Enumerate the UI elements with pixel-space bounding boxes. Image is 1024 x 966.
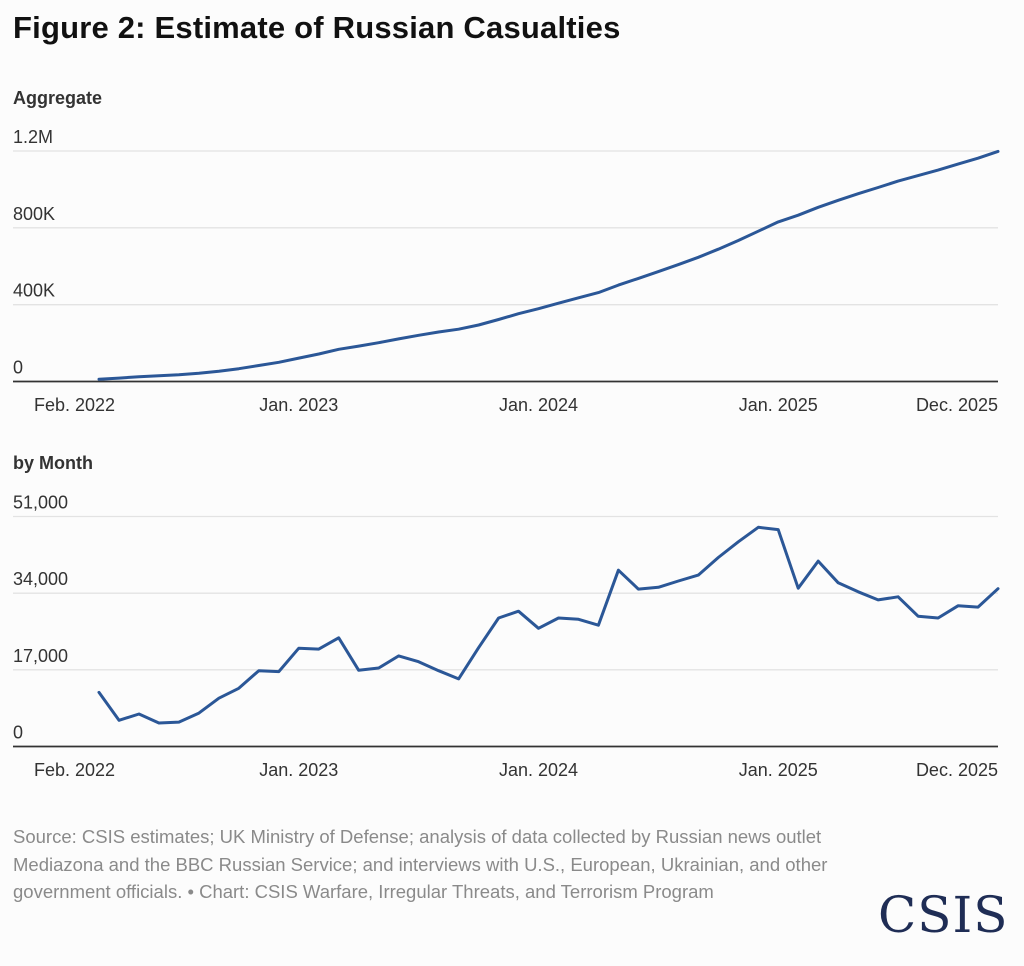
y-tick-label: 0 [13, 723, 23, 743]
monthly-chart-title: by Month [13, 453, 93, 473]
csis-logo: CSIS [878, 886, 1009, 944]
x-tick-label: Jan. 2023 [259, 760, 338, 780]
x-tick-label: Dec. 2025 [916, 395, 998, 415]
monthly-series-line [97, 525, 1000, 725]
x-tick-label: Jan. 2024 [499, 760, 578, 780]
y-tick-label: 1.2M [13, 127, 53, 147]
source-note: Source: CSIS estimates; UK Ministry of D… [13, 826, 828, 902]
x-tick-label: Dec. 2025 [916, 760, 998, 780]
y-tick-label: 400K [13, 281, 55, 301]
y-tick-label: 17,000 [13, 646, 68, 666]
x-tick-label: Feb. 2022 [34, 760, 115, 780]
y-tick-label: 51,000 [13, 493, 68, 513]
y-tick-label: 34,000 [13, 569, 68, 589]
aggregate-chart-title: Aggregate [13, 88, 103, 108]
figure-title: Figure 2: Estimate of Russian Casualties [13, 10, 621, 45]
x-tick-label: Jan. 2024 [499, 395, 578, 415]
x-tick-label: Jan. 2025 [739, 395, 818, 415]
y-tick-label: 0 [13, 358, 23, 378]
x-tick-label: Feb. 2022 [34, 395, 115, 415]
aggregate-series-line [97, 149, 1000, 381]
y-tick-label: 800K [13, 204, 55, 224]
x-tick-label: Jan. 2025 [739, 760, 818, 780]
x-tick-label: Jan. 2023 [259, 395, 338, 415]
